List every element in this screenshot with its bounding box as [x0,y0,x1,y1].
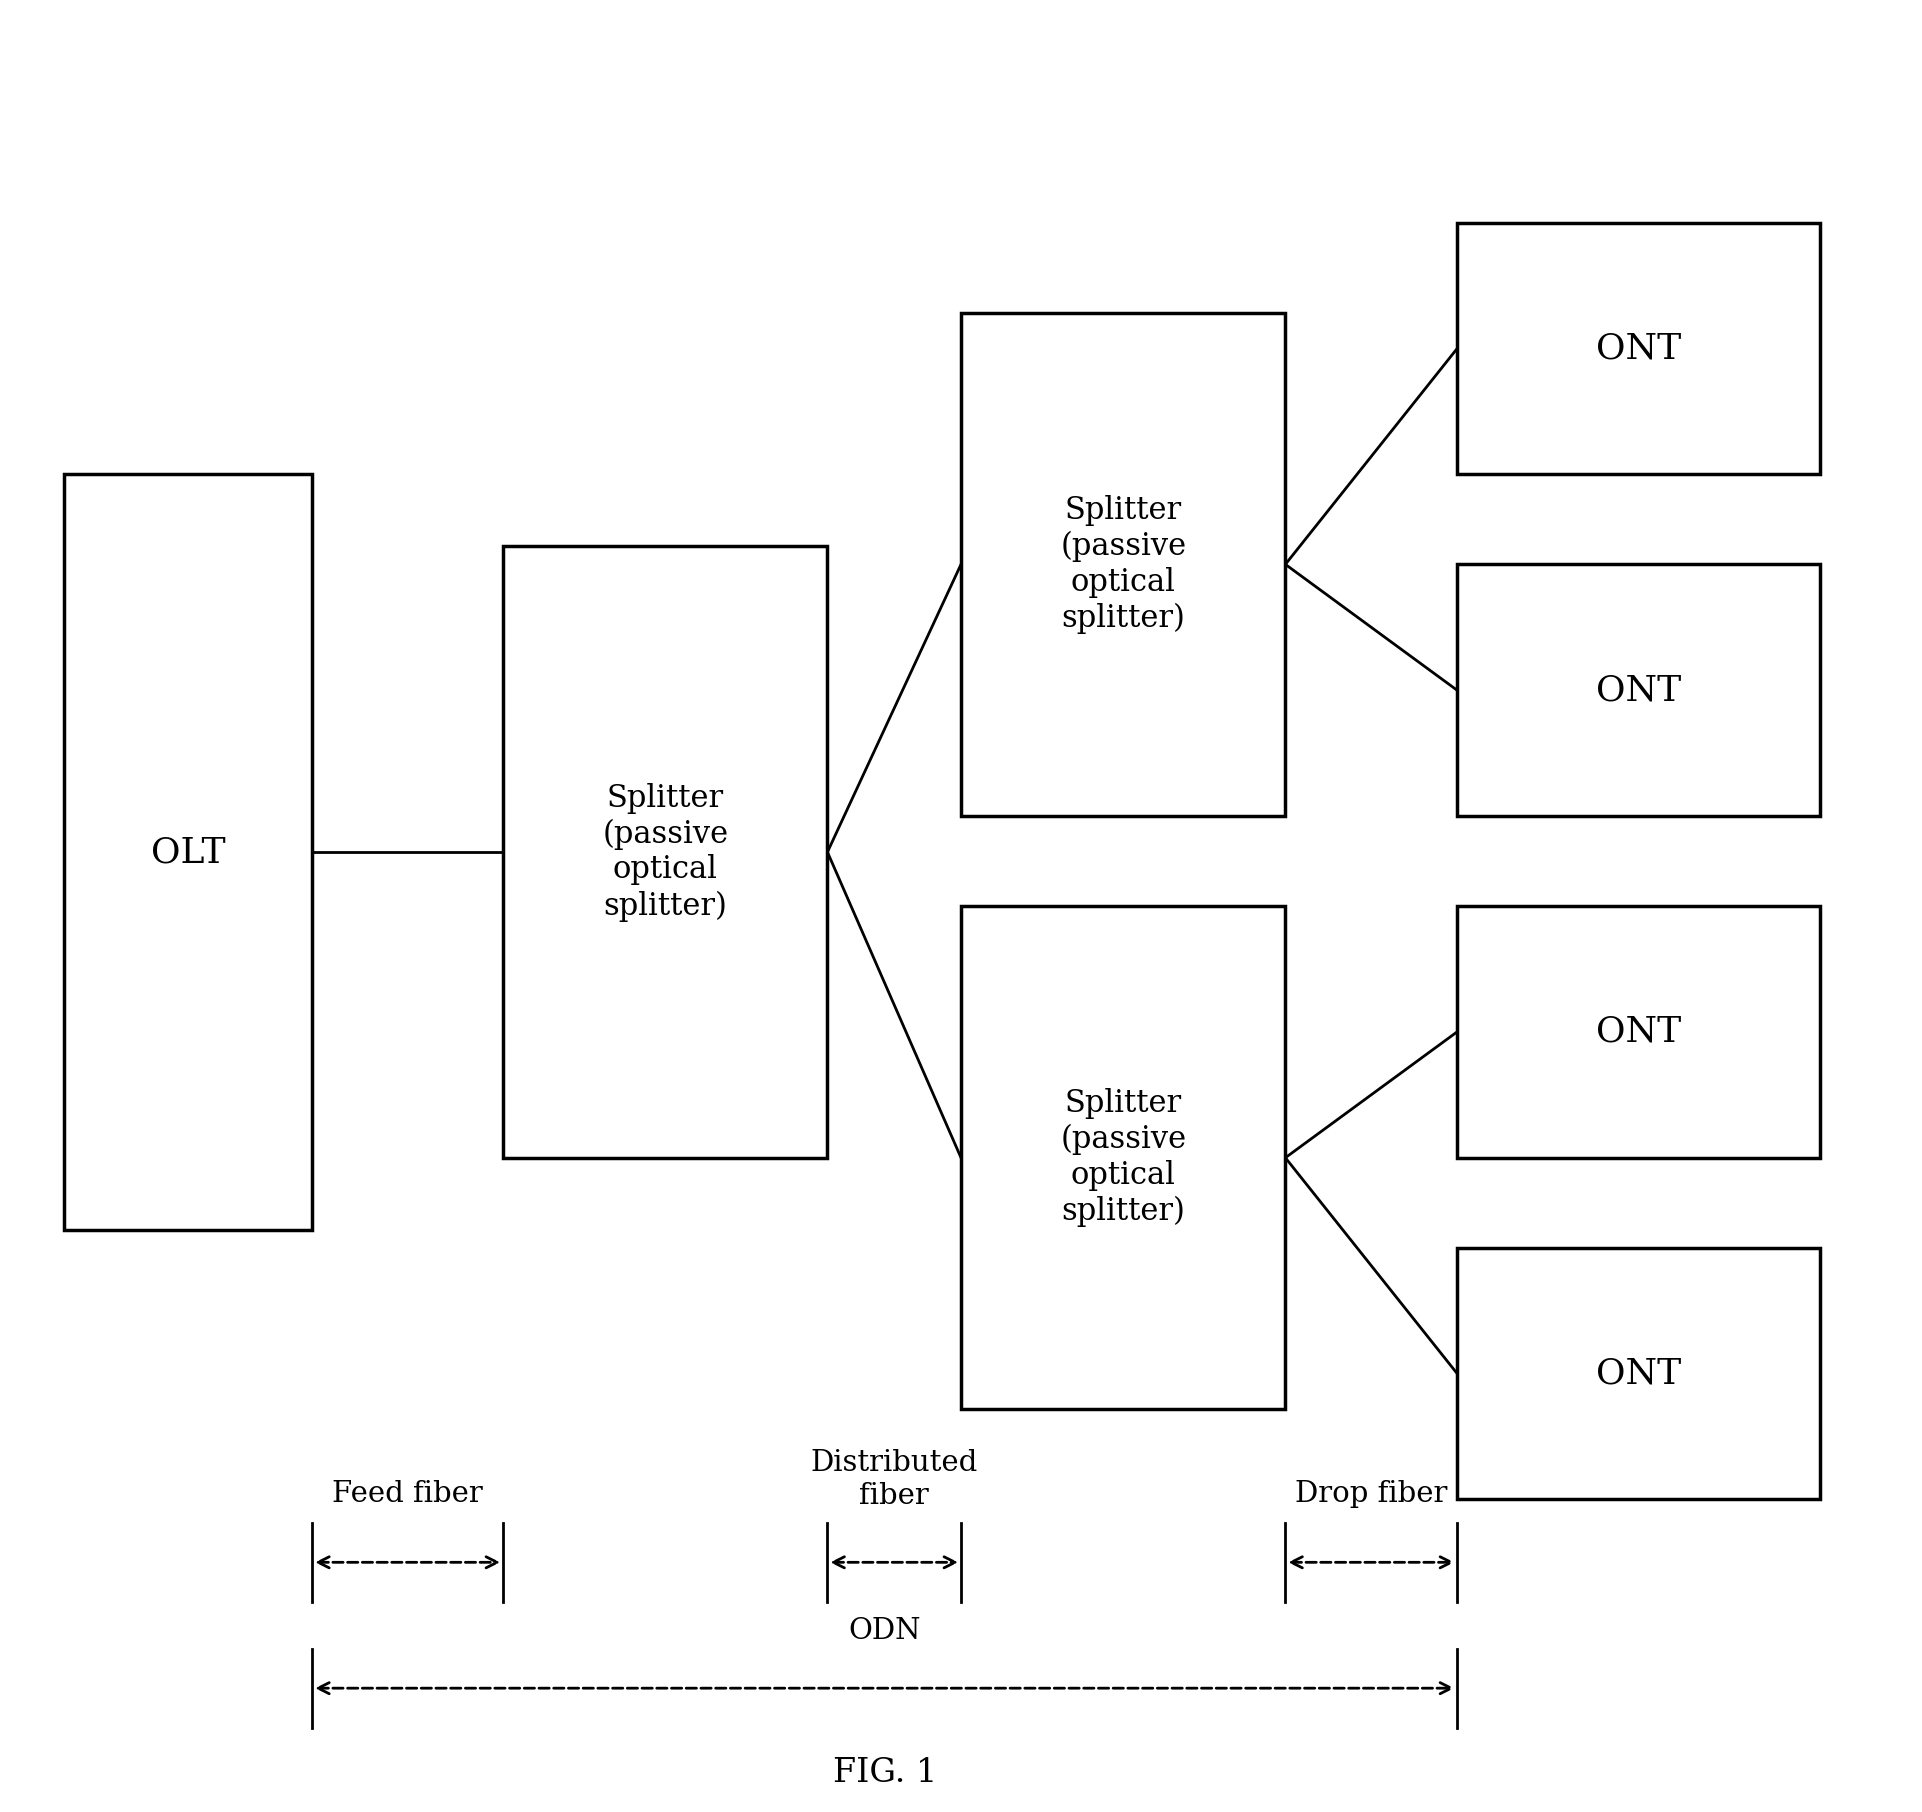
FancyBboxPatch shape [1457,1248,1820,1499]
Text: ODN: ODN [848,1616,921,1645]
Text: Splitter
(passive
optical
splitter): Splitter (passive optical splitter) [602,783,728,922]
Text: FIG. 1: FIG. 1 [832,1756,936,1788]
FancyBboxPatch shape [504,547,828,1158]
FancyBboxPatch shape [63,475,311,1230]
Text: Splitter
(passive
optical
splitter): Splitter (passive optical splitter) [1061,1089,1186,1227]
FancyBboxPatch shape [961,313,1286,815]
Text: ONT: ONT [1595,674,1682,707]
Text: Drop fiber: Drop fiber [1295,1480,1447,1508]
FancyBboxPatch shape [961,906,1286,1410]
Text: Splitter
(passive
optical
splitter): Splitter (passive optical splitter) [1061,495,1186,634]
Text: ONT: ONT [1595,1357,1682,1390]
Text: Feed fiber: Feed fiber [333,1480,482,1508]
FancyBboxPatch shape [1457,906,1820,1158]
Text: ONT: ONT [1595,1015,1682,1049]
FancyBboxPatch shape [1457,564,1820,815]
Text: OLT: OLT [152,835,225,870]
Text: Distributed
fiber: Distributed fiber [811,1450,978,1509]
FancyBboxPatch shape [1457,223,1820,475]
Text: ONT: ONT [1595,332,1682,366]
